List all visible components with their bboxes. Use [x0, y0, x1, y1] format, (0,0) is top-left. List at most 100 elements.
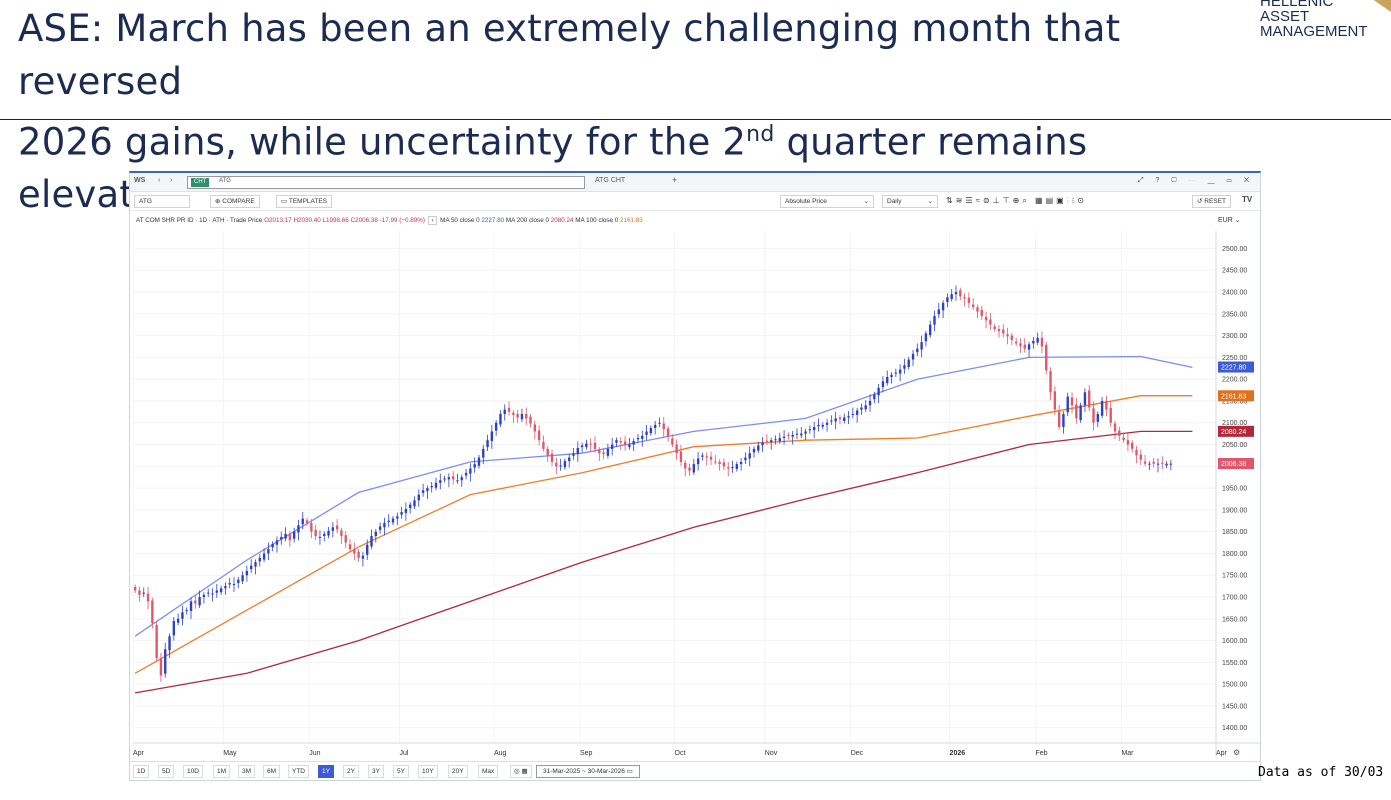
candle-body — [357, 551, 360, 558]
candle-body — [447, 477, 451, 480]
x-tick-label: Nov — [765, 750, 778, 757]
candle-body — [374, 531, 377, 537]
range-button-3m[interactable]: 3M — [238, 765, 256, 778]
candle-body — [499, 414, 502, 425]
templates-button[interactable]: ▭ TEMPLATES — [276, 195, 333, 208]
range-button-1d[interactable]: 1D — [133, 765, 150, 778]
workspace-label[interactable]: WS — [134, 177, 146, 184]
candle-body — [593, 442, 597, 449]
y-tick-label: 2500.00 — [1222, 246, 1247, 253]
candle-body — [189, 601, 193, 611]
calendar-icon[interactable]: ◎ ▦ — [510, 765, 532, 778]
add-tab-icon[interactable]: + — [672, 175, 678, 185]
settings-gear-icon[interactable]: ⚙ — [1233, 748, 1240, 757]
logo-line3: MANAGEMENT — [1260, 23, 1368, 40]
candle-body — [598, 449, 601, 454]
range-button-max[interactable]: Max — [478, 765, 499, 778]
candle-body — [675, 444, 678, 454]
candle-body — [194, 600, 197, 604]
candle-body — [1139, 454, 1142, 460]
chart-legend: AT COM SHR PR ID · 1D · ATH · Trade Pric… — [136, 216, 643, 225]
range-button-20y[interactable]: 20Y — [448, 765, 468, 778]
range-button-6m[interactable]: 6M — [263, 765, 281, 778]
forward-arrow-icon[interactable]: › — [170, 177, 173, 184]
candle-body — [641, 435, 644, 439]
candle-body — [258, 557, 261, 562]
back-arrow-icon[interactable]: ‹ — [158, 177, 161, 184]
candle-body — [959, 290, 962, 297]
logo-line1: HELLENIC — [1260, 0, 1334, 10]
candle-body — [735, 464, 738, 469]
candle-body — [692, 464, 696, 473]
candle-body — [1053, 391, 1057, 410]
candle-body — [649, 427, 653, 434]
price-chart[interactable]: 1400.00 1450.00 1500.00 1550.00 1600.00 1650.… — [130, 231, 1260, 761]
range-button-5d[interactable]: 5D — [158, 765, 175, 778]
compare-button[interactable]: ⊕ COMPARE — [210, 195, 260, 208]
candle-body — [782, 436, 786, 438]
date-range-field[interactable]: 31-Mar-2025 ~ 30-Mar-2026 ▭ — [536, 765, 640, 778]
candle-body — [512, 412, 515, 415]
range-button-3y[interactable]: 3Y — [368, 765, 384, 778]
candle-body — [946, 297, 949, 303]
candle-body — [181, 612, 184, 619]
candle-body — [292, 531, 296, 539]
candle-body — [383, 522, 386, 528]
candle-body — [1122, 437, 1125, 441]
candle-body — [421, 490, 425, 493]
candle-body — [757, 445, 760, 451]
candle-body — [628, 444, 631, 448]
candle-body — [623, 441, 627, 446]
candle-body — [615, 440, 618, 443]
window-controls-icon[interactable]: ⤢ ? ▢ ⋯ ▁ ▭ ✕ — [1138, 177, 1255, 184]
candle-body — [310, 522, 313, 532]
legend-close: C2006.38 — [350, 217, 378, 224]
range-button-5y[interactable]: 5Y — [393, 765, 409, 778]
candle-body — [894, 372, 898, 374]
price-mode-select[interactable]: Absolute Price ⌄ — [780, 195, 874, 208]
candle-body — [241, 575, 244, 582]
ma100-line — [134, 395, 1193, 674]
terminal-topbar: WS ‹ › CHT ATG ATG CHT + ⤢ ? ▢ ⋯ ▁ ▭ ✕ — [130, 173, 1260, 192]
candle-body — [275, 540, 279, 545]
candle-body — [155, 624, 158, 659]
reset-button[interactable]: ↺ RESET — [1192, 195, 1231, 208]
candle-body — [860, 407, 863, 410]
candle-body — [520, 414, 524, 420]
y-tick-label: 1950.00 — [1222, 486, 1247, 493]
range-button-10d[interactable]: 10D — [183, 765, 203, 778]
y-tick-label: 2300.00 — [1222, 333, 1247, 340]
candle-body — [353, 549, 356, 554]
candle-body — [619, 441, 622, 443]
y-tick-label: 2250.00 — [1222, 355, 1247, 362]
collapse-legend-icon[interactable]: ‹ — [428, 216, 437, 225]
range-button-1m[interactable]: 1M — [213, 765, 231, 778]
ticker-field[interactable]: ATG — [134, 195, 190, 208]
candle-body — [658, 422, 661, 424]
command-input[interactable]: CHT ATG — [187, 176, 585, 189]
x-tick-label: Mar — [1121, 750, 1134, 757]
currency-select[interactable]: EUR ⌄ — [1218, 217, 1241, 224]
chevron-down-icon: ⌄ — [863, 198, 869, 205]
period-select[interactable]: Daily ⌄ — [882, 195, 938, 208]
range-button-1y[interactable]: 1Y — [318, 765, 334, 778]
candle-body — [1096, 414, 1099, 422]
candle-body — [980, 309, 983, 316]
candle-body — [1062, 414, 1065, 428]
legend-ma200-label: MA 200 close 0 — [505, 217, 549, 224]
legend-ma100-value: 2161.83 — [620, 217, 643, 224]
candle-body — [761, 442, 764, 446]
candle-body — [245, 570, 249, 576]
legend-change: -17.99 (−0.89%) — [379, 217, 425, 224]
candle-body — [688, 467, 691, 471]
candle-body — [340, 530, 343, 537]
candle-body — [838, 417, 842, 420]
range-button-ytd[interactable]: YTD — [288, 765, 309, 778]
chart-tools-icons[interactable]: ⇅≋☰≈⊜⊥⊤⊕⌕ ▦▤▣⫶⁝⊙ — [946, 196, 1087, 205]
candle-body — [580, 445, 584, 448]
window-tab[interactable]: ATG CHT — [595, 177, 626, 184]
candle-body — [886, 376, 889, 384]
range-button-2y[interactable]: 2Y — [343, 765, 359, 778]
range-button-10y[interactable]: 10Y — [418, 765, 438, 778]
y-tick-label: 1550.00 — [1222, 660, 1247, 667]
